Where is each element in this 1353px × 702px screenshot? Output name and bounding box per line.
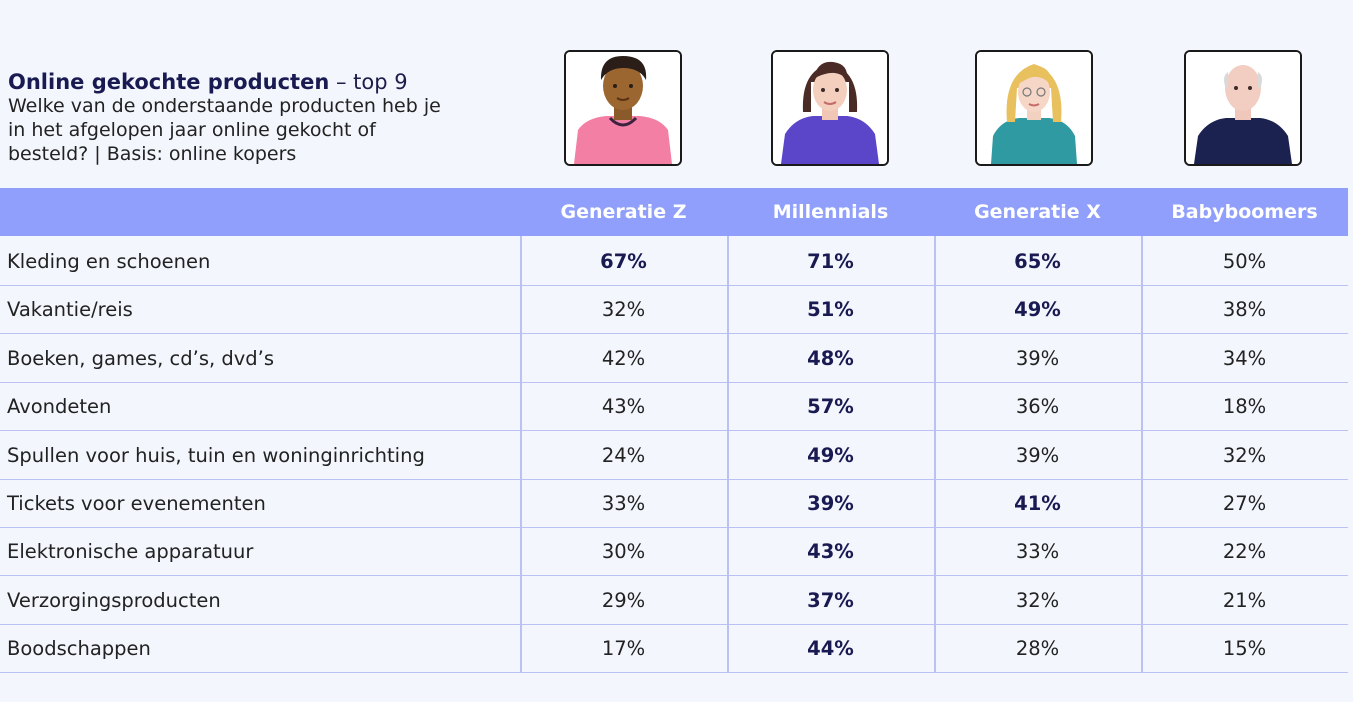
table-cell: 22% — [1222, 540, 1267, 564]
table-cell: 41% — [1014, 492, 1061, 515]
table-row: Avondeten 43% 57% 36% 18% — [0, 383, 1348, 432]
table-cell: 30% — [601, 540, 646, 564]
table-cell: 65% — [1014, 250, 1061, 273]
table-row: Vakantie/reis 32% 51% 49% 38% — [0, 286, 1348, 335]
column-header-generatie-z: Generatie Z — [560, 201, 687, 223]
table-cell: 49% — [1014, 298, 1061, 322]
millennial-avatar-icon — [771, 50, 889, 166]
table-cell: 32% — [601, 298, 646, 322]
table-cell: 36% — [1015, 395, 1060, 419]
table-cell: 43% — [601, 395, 646, 419]
chart-title: Online gekochte producten – top 9 — [8, 70, 528, 94]
table-cell: 49% — [807, 443, 854, 467]
table-row: Boodschappen 17% 44% 28% 15% — [0, 625, 1348, 674]
chart-subtitle-line-3: besteld? | Basis: online kopers — [8, 143, 297, 165]
table-cell: 44% — [807, 637, 854, 661]
table-cell: 18% — [1222, 395, 1267, 419]
table-cell: 51% — [807, 298, 854, 322]
table-cell: 37% — [807, 588, 854, 612]
table-cell: 21% — [1222, 588, 1267, 612]
table-cell: 28% — [1015, 637, 1060, 661]
column-header-millennials: Millennials — [772, 201, 889, 223]
table-cell: 57% — [807, 395, 854, 419]
chart-subtitle-line-1: Welke van de onderstaande producten heb … — [8, 95, 441, 117]
table-cell: 42% — [601, 346, 646, 370]
chart-subtitle-line-2: in het afgelopen jaar online gekocht of — [8, 119, 376, 141]
table-cell: 39% — [807, 492, 854, 515]
table-row: Tickets voor evenementen 33% 39% 41% 27% — [0, 480, 1348, 528]
row-label: Boeken, games, cd’s, dvd’s — [7, 346, 275, 370]
table-cell: 39% — [1015, 346, 1060, 370]
table-row: Spullen voor huis, tuin en woninginricht… — [0, 432, 1348, 480]
row-label: Verzorgingsproducten — [7, 588, 221, 612]
table-cell: 32% — [1015, 588, 1060, 612]
babyboomer-avatar-icon — [1184, 50, 1302, 166]
table-cell: 43% — [807, 540, 854, 564]
table-header — [0, 188, 1348, 236]
row-label: Elektronische apparatuur — [7, 540, 254, 564]
table-row: Kleding en schoenen 67% 71% 65% 50% — [0, 238, 1348, 286]
row-label: Vakantie/reis — [7, 298, 133, 322]
table-cell: 33% — [601, 492, 646, 515]
chart-title-bold: Online gekochte producten — [8, 70, 330, 94]
row-label: Avondeten — [7, 395, 112, 419]
column-divider — [934, 236, 936, 672]
table-cell: 34% — [1222, 346, 1267, 370]
genz-avatar-icon — [564, 50, 682, 166]
table-cell: 39% — [1015, 443, 1060, 467]
genx-avatar-icon — [975, 50, 1093, 166]
table-cell: 27% — [1222, 492, 1267, 515]
table-cell: 24% — [601, 443, 646, 467]
chart-title-suffix: – top 9 — [329, 70, 408, 94]
column-divider — [1141, 236, 1143, 672]
chart-title-block: Online gekochte producten – top 9 Welke … — [8, 70, 528, 166]
table-cell: 15% — [1222, 637, 1267, 661]
row-label: Spullen voor huis, tuin en woninginricht… — [7, 443, 425, 467]
table-row: Verzorgingsproducten 29% 37% 32% 21% — [0, 577, 1348, 625]
column-divider — [727, 236, 729, 672]
column-header-generatie-x: Generatie X — [974, 201, 1101, 223]
row-label: Kleding en schoenen — [7, 250, 211, 273]
row-label: Boodschappen — [7, 637, 151, 661]
column-divider — [520, 236, 522, 672]
table-cell: 67% — [600, 250, 647, 273]
table-cell: 38% — [1222, 298, 1267, 322]
table-row: Boeken, games, cd’s, dvd’s 42% 48% 39% 34% — [0, 335, 1348, 383]
table-cell: 71% — [807, 250, 854, 273]
column-header-babyboomers: Babyboomers — [1171, 201, 1318, 223]
table-cell: 50% — [1222, 250, 1267, 273]
table-cell: 32% — [1222, 443, 1267, 467]
table-cell: 29% — [601, 588, 646, 612]
row-label: Tickets voor evenementen — [7, 492, 266, 515]
table-cell: 48% — [807, 346, 854, 370]
table-cell: 17% — [601, 637, 646, 661]
table-row: Elektronische apparatuur 30% 43% 33% 22% — [0, 528, 1348, 577]
table-cell: 33% — [1015, 540, 1060, 564]
